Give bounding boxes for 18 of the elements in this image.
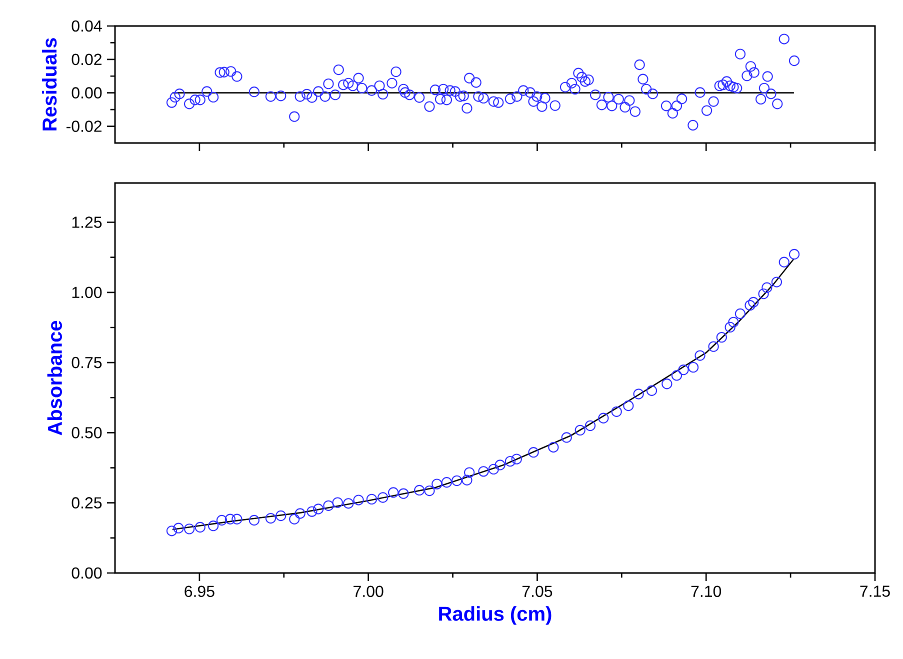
y-tick-label: 0.50 (72, 427, 102, 438)
y-axis-title: Residuals (42, 38, 57, 130)
y-tick-label: 0.25 (72, 497, 102, 508)
y-tick-label: 1.25 (72, 216, 102, 228)
x-tick-label: 7.05 (522, 586, 552, 598)
y-tick-label: 0.00 (72, 87, 102, 98)
x-tick-label: 7.10 (691, 586, 722, 598)
y-tick-label: 0.75 (72, 356, 102, 368)
x-tick-label: 7.00 (354, 586, 384, 598)
x-tick-label: 6.95 (184, 586, 214, 598)
x-axis-title: Radius (cm) (439, 606, 552, 625)
y-tick-label: 0.04 (72, 20, 102, 32)
y-tick-label: 0.00 (72, 567, 102, 579)
y-tick-label: -0.02 (66, 120, 102, 132)
y-tick-label: 1.00 (72, 286, 102, 298)
y-axis-title: Absorbance (47, 320, 62, 436)
y-tick-label: 0.02 (72, 54, 102, 66)
x-tick-label: 7.15 (860, 586, 890, 597)
